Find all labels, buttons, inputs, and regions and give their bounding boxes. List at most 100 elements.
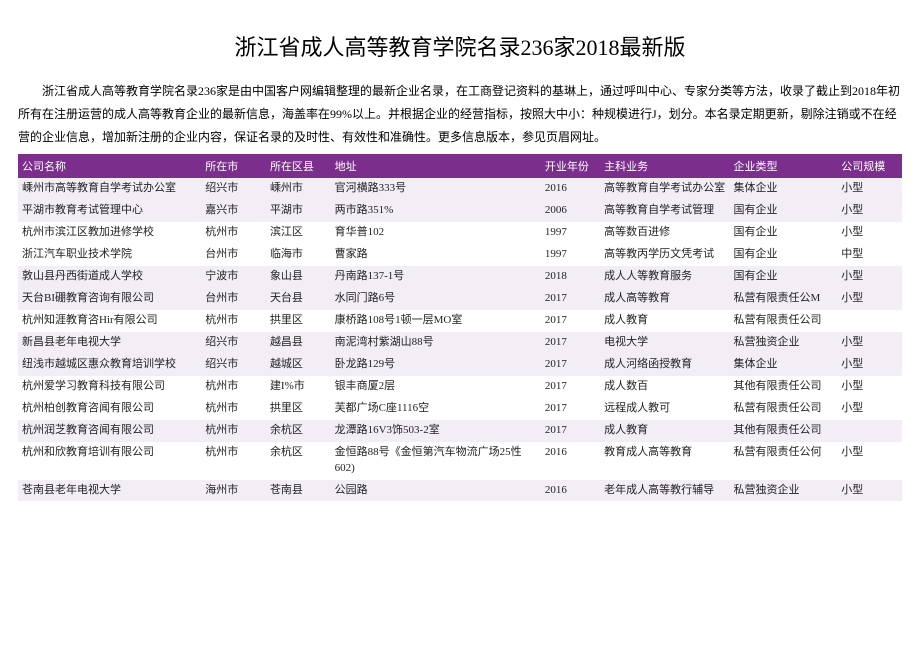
cell-city: 台州市 xyxy=(201,244,266,266)
cell-type: 其他有限责任公司 xyxy=(729,420,837,442)
cell-year: 2017 xyxy=(541,398,600,420)
cell-addr: 康桥路108号1顿一层MO室 xyxy=(331,310,541,332)
table-row: 纽浅市越城区惠众教育培训学校绍兴市越城区卧龙路129号2017成人河络函授教育集… xyxy=(18,354,902,376)
cell-city: 杭州市 xyxy=(201,376,266,398)
cell-county: 平湖市 xyxy=(266,200,331,222)
table-row: 杭州柏创教育咨闻有限公司杭州市拱里区芙都广场C座1116空2017远程成人教可私… xyxy=(18,398,902,420)
cell-county: 余杭区 xyxy=(266,442,331,480)
cell-type: 其他有限责任公司 xyxy=(729,376,837,398)
cell-biz: 教育成人高等教育 xyxy=(600,442,729,480)
cell-addr: 育华普102 xyxy=(331,222,541,244)
cell-name: 杭州爱学习教育科技有限公司 xyxy=(18,376,201,398)
cell-addr: 金恒路88号《金恒第汽车物流广场25性602) xyxy=(331,442,541,480)
cell-city: 杭州市 xyxy=(201,222,266,244)
cell-county: 拱里区 xyxy=(266,310,331,332)
cell-biz: 高等数百进修 xyxy=(600,222,729,244)
cell-type: 私营独资企业 xyxy=(729,480,837,502)
table-row: 嵊州市高等教育自学考试办公室绍兴市嵊州市官河横路333号2016高等教育自学考试… xyxy=(18,178,902,200)
directory-table: 公司名称 所在市 所在区县 地址 开业年份 主科业务 企业类型 公司规模 嵊州市… xyxy=(18,154,902,501)
cell-city: 杭州市 xyxy=(201,442,266,480)
cell-size: 小型 xyxy=(837,222,902,244)
cell-year: 2016 xyxy=(541,178,600,200)
cell-biz: 成人高等教育 xyxy=(600,288,729,310)
cell-size xyxy=(837,420,902,442)
cell-biz: 老年成人高等教行辅导 xyxy=(600,480,729,502)
table-row: 杭州知涯教育咨Hir有限公司杭州市拱里区康桥路108号1顿一层MO室2017成人… xyxy=(18,310,902,332)
table-row: 杭州市滨江区教加进修学校杭州市滨江区育华普1021997高等数百进修国有企业小型 xyxy=(18,222,902,244)
cell-addr: 卧龙路129号 xyxy=(331,354,541,376)
cell-year: 2016 xyxy=(541,480,600,502)
cell-year: 2017 xyxy=(541,288,600,310)
cell-biz: 成人教育 xyxy=(600,420,729,442)
cell-year: 2017 xyxy=(541,332,600,354)
cell-addr: 官河横路333号 xyxy=(331,178,541,200)
col-addr: 地址 xyxy=(331,154,541,178)
cell-addr: 龙潭路16V3饰503-2室 xyxy=(331,420,541,442)
cell-size: 小型 xyxy=(837,354,902,376)
cell-addr: 丹南路137-1号 xyxy=(331,266,541,288)
cell-city: 海州市 xyxy=(201,480,266,502)
cell-type: 私营有限责任公司 xyxy=(729,398,837,420)
cell-size: 小型 xyxy=(837,178,902,200)
cell-addr: 两市路351% xyxy=(331,200,541,222)
cell-year: 2017 xyxy=(541,354,600,376)
cell-year: 2017 xyxy=(541,420,600,442)
cell-type: 国有企业 xyxy=(729,222,837,244)
cell-year: 2016 xyxy=(541,442,600,480)
col-name: 公司名称 xyxy=(18,154,201,178)
table-row: 新昌县老年电视大学绍兴市越昌县南泥湾村紫湖山88号2017电视大学私营独资企业小… xyxy=(18,332,902,354)
cell-city: 杭州市 xyxy=(201,310,266,332)
cell-county: 越昌县 xyxy=(266,332,331,354)
cell-addr: 南泥湾村紫湖山88号 xyxy=(331,332,541,354)
cell-name: 杭州和欣教育培训有限公司 xyxy=(18,442,201,480)
col-type: 企业类型 xyxy=(729,154,837,178)
cell-city: 嘉兴市 xyxy=(201,200,266,222)
cell-addr: 公园路 xyxy=(331,480,541,502)
cell-county: 滨江区 xyxy=(266,222,331,244)
cell-addr: 曹家路 xyxy=(331,244,541,266)
col-county: 所在区县 xyxy=(266,154,331,178)
cell-name: 浙江汽车职业技术学院 xyxy=(18,244,201,266)
cell-biz: 成人数百 xyxy=(600,376,729,398)
cell-name: 苍南县老年电视大学 xyxy=(18,480,201,502)
cell-city: 绍兴市 xyxy=(201,178,266,200)
cell-size: 小型 xyxy=(837,288,902,310)
intro-paragraph: 浙江省成人高等教育学院名录236家是由中国客户网编辑整理的最新企业名录，在工商登… xyxy=(18,80,902,148)
cell-size: 小型 xyxy=(837,266,902,288)
cell-addr: 芙都广场C座1116空 xyxy=(331,398,541,420)
table-row: 杭州润芝教育咨闻有限公司杭州市余杭区龙潭路16V3饰503-2室2017成人教育… xyxy=(18,420,902,442)
cell-biz: 远程成人教可 xyxy=(600,398,729,420)
cell-county: 建I%市 xyxy=(266,376,331,398)
table-row: 天台BI硼教育咨询有限公司台州市天台县水同门路6号2017成人高等教育私营有限责… xyxy=(18,288,902,310)
cell-size: 小型 xyxy=(837,376,902,398)
cell-type: 私营独资企业 xyxy=(729,332,837,354)
cell-size: 小型 xyxy=(837,442,902,480)
col-biz: 主科业务 xyxy=(600,154,729,178)
cell-name: 平湖市教育考试管理中心 xyxy=(18,200,201,222)
cell-name: 杭州柏创教育咨闻有限公司 xyxy=(18,398,201,420)
cell-city: 宁波市 xyxy=(201,266,266,288)
table-row: 杭州爱学习教育科技有限公司杭州市建I%市银丰商厦2层2017成人数百其他有限责任… xyxy=(18,376,902,398)
cell-county: 天台县 xyxy=(266,288,331,310)
cell-type: 国有企业 xyxy=(729,244,837,266)
table-row: 苍南县老年电视大学海州市苍南县公园路2016老年成人高等教行辅导私营独资企业小型 xyxy=(18,480,902,502)
cell-size: 小型 xyxy=(837,332,902,354)
cell-name: 纽浅市越城区惠众教育培训学校 xyxy=(18,354,201,376)
cell-addr: 水同门路6号 xyxy=(331,288,541,310)
cell-name: 敦山县丹西街道成人学校 xyxy=(18,266,201,288)
col-size: 公司规模 xyxy=(837,154,902,178)
cell-size: 小型 xyxy=(837,200,902,222)
cell-type: 国有企业 xyxy=(729,266,837,288)
cell-city: 杭州市 xyxy=(201,398,266,420)
cell-size: 小型 xyxy=(837,398,902,420)
cell-name: 杭州知涯教育咨Hir有限公司 xyxy=(18,310,201,332)
cell-biz: 电视大学 xyxy=(600,332,729,354)
cell-type: 私营有限责任公司 xyxy=(729,310,837,332)
table-header-row: 公司名称 所在市 所在区县 地址 开业年份 主科业务 企业类型 公司规模 xyxy=(18,154,902,178)
table-row: 敦山县丹西街道成人学校宁波市象山县丹南路137-1号2018成人人等教育服务国有… xyxy=(18,266,902,288)
cell-year: 2017 xyxy=(541,376,600,398)
cell-county: 苍南县 xyxy=(266,480,331,502)
table-row: 杭州和欣教育培训有限公司杭州市余杭区金恒路88号《金恒第汽车物流广场25性602… xyxy=(18,442,902,480)
cell-year: 1997 xyxy=(541,222,600,244)
cell-city: 绍兴市 xyxy=(201,354,266,376)
